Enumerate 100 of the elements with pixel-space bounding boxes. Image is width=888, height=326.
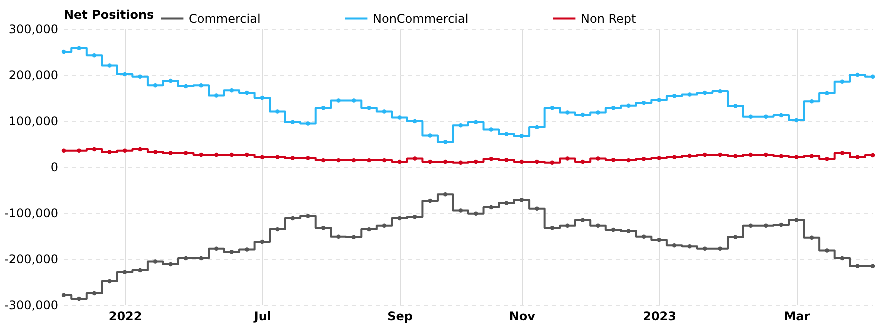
- point: [398, 216, 402, 221]
- point: [535, 125, 540, 130]
- point: [122, 270, 128, 274]
- point: [504, 158, 509, 162]
- point: [734, 154, 738, 159]
- point: [321, 106, 326, 110]
- point: [367, 106, 372, 110]
- point: [642, 100, 646, 106]
- point: [672, 244, 677, 248]
- point: [520, 134, 524, 138]
- point: [535, 206, 540, 211]
- y-tick-label: 0: [50, 160, 58, 174]
- point: [199, 256, 204, 261]
- point: [199, 152, 204, 158]
- x-tick-label: 2022: [108, 310, 142, 324]
- point: [245, 152, 250, 158]
- point: [474, 160, 478, 164]
- point: [611, 106, 616, 110]
- point: [62, 50, 66, 54]
- point: [657, 238, 662, 242]
- point: [412, 156, 418, 161]
- point: [702, 246, 708, 251]
- point: [428, 134, 432, 138]
- point: [748, 152, 754, 158]
- point: [702, 90, 708, 96]
- point: [108, 64, 112, 68]
- y-tick-label: -200,000: [4, 252, 58, 266]
- point: [367, 158, 372, 163]
- point: [810, 100, 814, 104]
- point: [153, 260, 158, 264]
- point: [840, 80, 845, 84]
- point: [306, 214, 310, 218]
- y-tick-label: 100,000: [8, 114, 58, 128]
- point: [794, 118, 799, 123]
- point: [443, 160, 448, 164]
- point: [626, 104, 631, 108]
- point: [138, 147, 142, 152]
- point: [748, 224, 754, 228]
- point: [138, 268, 142, 273]
- point: [184, 84, 188, 89]
- point: [870, 74, 876, 79]
- point: [306, 122, 310, 126]
- point: [92, 291, 97, 296]
- point: [825, 157, 830, 162]
- point: [77, 46, 82, 50]
- x-tick-label: Nov: [509, 310, 536, 324]
- point: [825, 91, 830, 96]
- point: [382, 158, 387, 163]
- point: [412, 119, 418, 124]
- point: [489, 205, 494, 210]
- point: [412, 215, 418, 220]
- point: [702, 152, 708, 158]
- point: [77, 296, 82, 302]
- point: [748, 114, 754, 119]
- point: [688, 154, 692, 158]
- point: [626, 158, 631, 163]
- point: [779, 222, 784, 228]
- point: [504, 132, 509, 136]
- point: [276, 155, 280, 160]
- point: [352, 158, 356, 163]
- point: [596, 110, 600, 115]
- point: [672, 155, 677, 160]
- point: [367, 227, 372, 232]
- point: [672, 94, 677, 98]
- point: [580, 218, 586, 222]
- point: [718, 152, 722, 158]
- point: [62, 148, 66, 154]
- point: [199, 83, 204, 88]
- point: [230, 88, 234, 93]
- point: [214, 94, 219, 98]
- point: [92, 147, 97, 152]
- point: [214, 152, 219, 158]
- point: [336, 98, 341, 103]
- point: [550, 106, 555, 110]
- point: [290, 156, 296, 160]
- legend-label: Commercial: [189, 12, 261, 26]
- point: [153, 150, 158, 154]
- point: [352, 235, 356, 240]
- point: [184, 256, 188, 261]
- point: [688, 244, 692, 249]
- point: [168, 151, 173, 156]
- point: [870, 153, 876, 158]
- point: [580, 160, 586, 164]
- point: [580, 112, 586, 118]
- point: [840, 256, 845, 261]
- point: [596, 224, 600, 228]
- point: [489, 157, 494, 162]
- point: [290, 120, 296, 124]
- x-tick-label: Sep: [388, 310, 414, 324]
- point: [734, 235, 738, 240]
- point: [230, 250, 234, 254]
- point: [474, 212, 478, 216]
- point: [443, 192, 448, 197]
- point: [688, 92, 692, 97]
- point: [382, 110, 387, 114]
- point: [611, 228, 616, 232]
- point: [108, 150, 112, 154]
- point: [122, 72, 128, 77]
- point: [596, 156, 600, 161]
- point: [520, 160, 524, 164]
